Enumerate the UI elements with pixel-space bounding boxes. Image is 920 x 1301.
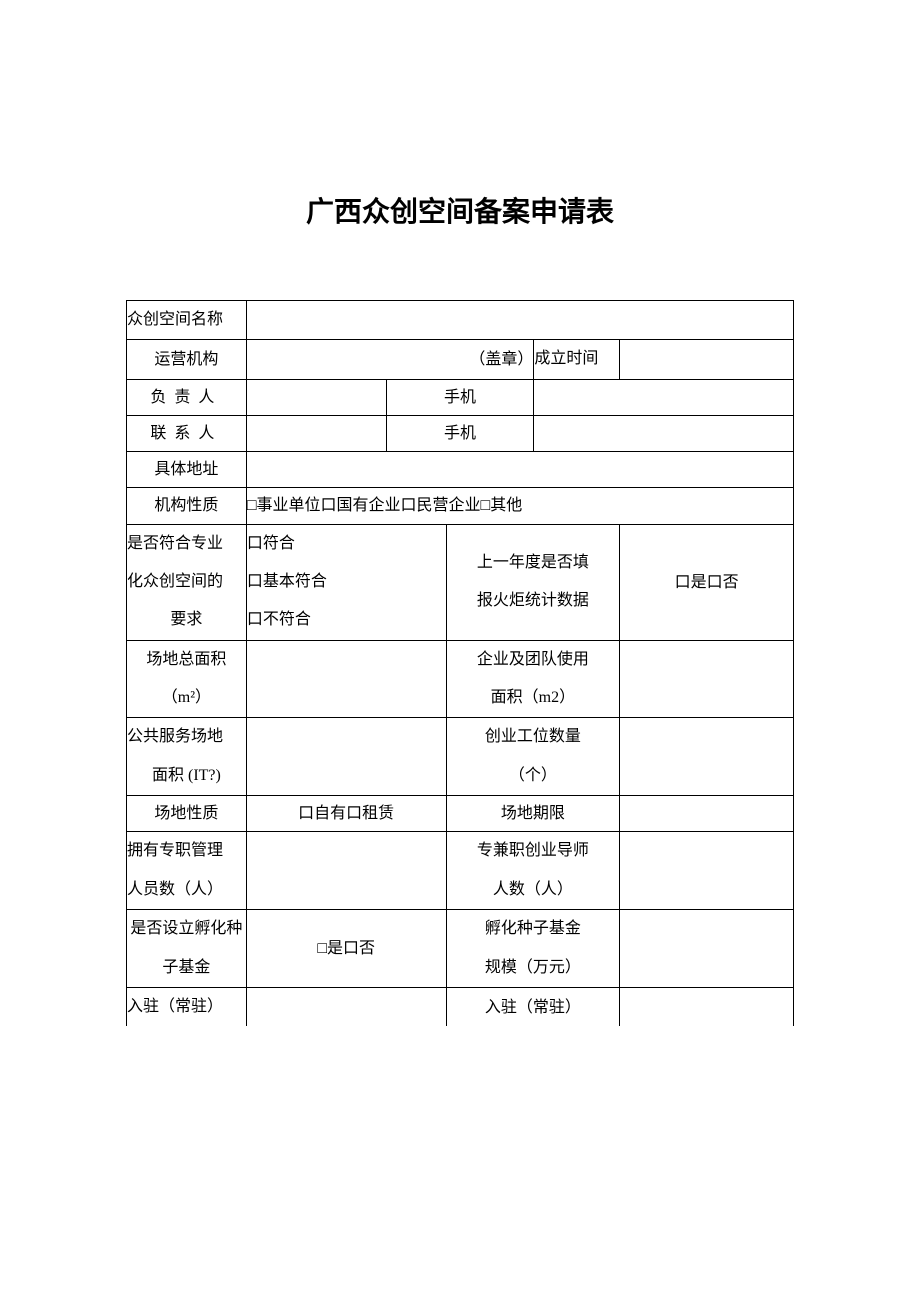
- label-fulltime-line2: 人员数（人）: [127, 881, 223, 898]
- value-public-area: [246, 718, 446, 796]
- label-contact: 联系人: [127, 415, 247, 451]
- label-prev-year-line2: 报火炬统计数据: [477, 592, 589, 609]
- label-seed-fund-line2: 子基金: [162, 959, 210, 976]
- value-fulltime-mgmt: [246, 832, 446, 910]
- label-prev-year-line1: 上一年度是否填: [477, 554, 589, 571]
- value-team-area: [620, 640, 794, 718]
- label-total-area-line1: 场地总面积: [146, 651, 226, 668]
- label-phone2: 手机: [386, 415, 534, 451]
- label-org-nature: 机构性质: [127, 488, 247, 524]
- label-seed-fund-scale: 孵化种子基金 规模（万元）: [446, 910, 620, 988]
- value-site-nature-options: 口自有口租赁: [246, 796, 446, 832]
- label-principal: 负责人: [127, 379, 247, 415]
- value-seed-fund-scale: [620, 910, 794, 988]
- table-row: 运营机构 （盖章） 成立时间: [127, 340, 794, 379]
- page-title: 广西众创空间备案申请表: [0, 190, 920, 230]
- value-mentors: [620, 832, 794, 910]
- table-row: 拥有专职管理 人员数（人） 专兼职创业导师 人数（人）: [127, 832, 794, 910]
- label-pro-space-req-line3: 要求: [127, 601, 246, 639]
- table-row: 是否符合专业 化众创空间的 要求 口符合 口基本符合 口不符合 上一年度是否填 …: [127, 524, 794, 640]
- label-workstation-line1: 创业工位数量: [485, 728, 581, 745]
- table-row: 公共服务场地 面积 (IT?) 创业工位数量 （个）: [127, 718, 794, 796]
- table-row: 具体地址: [127, 452, 794, 488]
- label-operator: 运营机构: [127, 340, 247, 379]
- value-space-name: [246, 301, 793, 340]
- label-fulltime-line1: 拥有专职管理: [127, 842, 223, 859]
- option-conform: 口符合: [247, 535, 295, 552]
- label-seed-fund-scale-line1: 孵化种子基金: [485, 920, 581, 937]
- table-row: 场地性质 口自有口租赁 场地期限: [127, 796, 794, 832]
- label-prev-year-torch: 上一年度是否填 报火炬统计数据: [446, 524, 620, 640]
- table-row: 入驻（常驻） 入驻（常驻）: [127, 988, 794, 1027]
- table-row: 是否设立孵化种 子基金 □是口否 孵化种子基金 规模（万元）: [127, 910, 794, 988]
- label-public-area-line2: 面积 (IT?): [127, 757, 246, 795]
- label-pro-space-req-line2: 化众创空间的: [127, 573, 223, 590]
- value-workstation-count: [620, 718, 794, 796]
- label-total-area-line2: （m²）: [162, 689, 211, 706]
- label-fulltime-mgmt: 拥有专职管理 人员数（人）: [127, 832, 247, 910]
- value-contact: [246, 415, 386, 451]
- label-site-nature: 场地性质: [127, 796, 247, 832]
- table-row: 场地总面积 （m²） 企业及团队使用 面积（m2）: [127, 640, 794, 718]
- label-resident1: 入驻（常驻）: [127, 988, 247, 1027]
- label-resident2: 入驻（常驻）: [446, 988, 620, 1027]
- label-public-area-line1: 公共服务场地: [127, 728, 223, 745]
- label-space-name: 众创空间名称: [127, 301, 247, 340]
- label-workstation-count: 创业工位数量 （个）: [446, 718, 620, 796]
- option-not-conform: 口不符合: [247, 611, 311, 628]
- label-address: 具体地址: [127, 452, 247, 488]
- label-phone1: 手机: [386, 379, 534, 415]
- label-mentors-line1: 专兼职创业导师: [477, 842, 589, 859]
- application-form-table: 众创空间名称 运营机构 （盖章） 成立时间 负责人 手机 联系人 手机 具体地址: [126, 300, 794, 1026]
- value-resident1: [246, 988, 446, 1027]
- label-establish-time: 成立时间: [534, 340, 620, 379]
- label-site-term: 场地期限: [446, 796, 620, 832]
- option-basic-conform: 口基本符合: [247, 573, 327, 590]
- value-pro-space-options: 口符合 口基本符合 口不符合: [246, 524, 446, 640]
- value-yes-no-2: □是口否: [246, 910, 446, 988]
- value-phone1: [534, 379, 794, 415]
- label-team-area: 企业及团队使用 面积（m2）: [446, 640, 620, 718]
- value-establish-time: [620, 340, 794, 379]
- table-row: 负责人 手机: [127, 379, 794, 415]
- label-seed-fund: 是否设立孵化种 子基金: [127, 910, 247, 988]
- value-org-nature-options: □事业单位口国有企业口民营企业□其他: [246, 488, 793, 524]
- table-row: 联系人 手机: [127, 415, 794, 451]
- value-site-term: [620, 796, 794, 832]
- label-seed-fund-line1: 是否设立孵化种: [130, 920, 242, 937]
- value-address: [246, 452, 793, 488]
- value-operator-seal: （盖章）: [246, 340, 534, 379]
- label-pro-space-req-line1: 是否符合专业: [127, 535, 223, 552]
- table-row: 众创空间名称: [127, 301, 794, 340]
- value-resident2: [620, 988, 794, 1027]
- label-pro-space-req: 是否符合专业 化众创空间的 要求: [127, 524, 247, 640]
- table-row: 机构性质 □事业单位口国有企业口民营企业□其他: [127, 488, 794, 524]
- value-total-area: [246, 640, 446, 718]
- value-phone2: [534, 415, 794, 451]
- label-seed-fund-scale-line2: 规模（万元）: [485, 959, 581, 976]
- label-workstation-line2: （个）: [509, 767, 557, 784]
- value-principal: [246, 379, 386, 415]
- label-team-area-line2: 面积（m2）: [491, 689, 575, 706]
- label-mentors-line2: 人数（人）: [493, 881, 573, 898]
- label-mentors: 专兼职创业导师 人数（人）: [446, 832, 620, 910]
- label-public-area: 公共服务场地 面积 (IT?): [127, 718, 247, 796]
- label-team-area-line1: 企业及团队使用: [477, 651, 589, 668]
- value-yes-no-1: 口是口否: [620, 524, 794, 640]
- label-total-area: 场地总面积 （m²）: [127, 640, 247, 718]
